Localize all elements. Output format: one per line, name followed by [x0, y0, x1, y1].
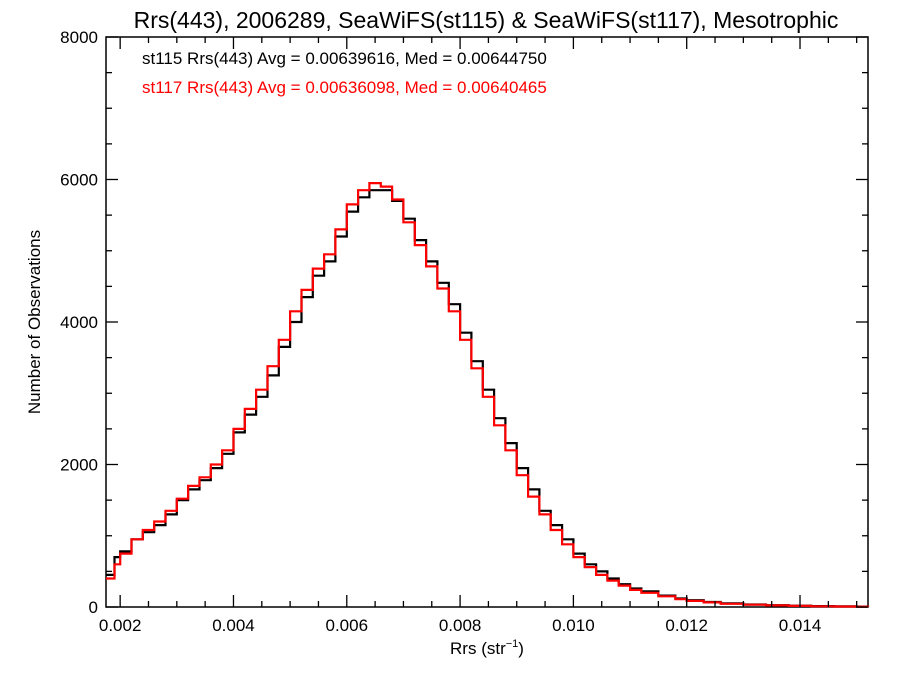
y-tick-label: 8000 — [60, 28, 98, 47]
plot-frame — [105, 36, 869, 608]
series-line-1 — [106, 182, 870, 608]
annotation-st117: st117 Rrs(443) Avg = 0.00636098, Med = 0… — [142, 78, 547, 97]
y-axis-label: Number of Observations — [25, 230, 44, 414]
y-tick-label: 0 — [89, 598, 98, 617]
chart-title: Rrs(443), 2006289, SeaWiFS(st115) & SeaW… — [134, 7, 839, 33]
x-tick-label: 0.014 — [779, 616, 822, 635]
x-tick-label: 0.002 — [99, 616, 142, 635]
y-tick-label: 6000 — [60, 171, 98, 190]
x-axis-label-close: ) — [518, 639, 524, 658]
x-tick-label: 0.008 — [439, 616, 482, 635]
x-tick-label: 0.010 — [552, 616, 595, 635]
y-tick-label: 4000 — [60, 313, 98, 332]
annotation-st115: st115 Rrs(443) Avg = 0.00639616, Med = 0… — [142, 49, 547, 68]
x-axis-label-superscript: −1 — [506, 638, 519, 650]
y-tick-label: 2000 — [60, 456, 98, 475]
series-layer — [106, 182, 870, 608]
x-tick-label: 0.004 — [212, 616, 255, 635]
x-tick-label: 0.006 — [326, 616, 369, 635]
x-axis-label-base: Rrs (str — [450, 639, 506, 658]
x-tick-label: 0.012 — [665, 616, 708, 635]
x-axis-label: Rrs (str−1) — [450, 638, 524, 658]
series-line-0 — [106, 189, 870, 608]
ticks-layer: 0.002 0.004 0.006 0.008 0.010 0.012 0.014 0 2000… — [60, 28, 868, 635]
